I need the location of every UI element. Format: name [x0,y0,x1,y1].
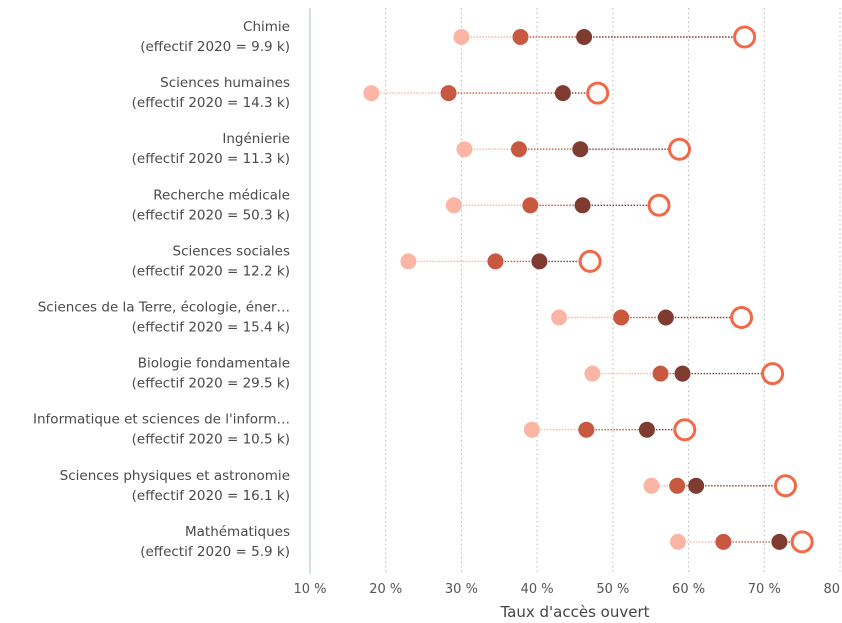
x-axis-title: Taux d'accès ouvert [499,603,649,621]
data-point-mid [512,29,529,45]
data-point-open [578,249,602,273]
data-point-dark [572,141,589,158]
data-point-mid [510,141,527,158]
data-point-open [733,25,757,49]
category-label: Biologie fondamentale [138,356,290,372]
data-point-open [673,418,697,442]
category-sublabel: (effectif 2020 = 5.9 k) [140,544,290,560]
data-point-open [773,474,797,498]
data-point-light [456,141,473,158]
category-row [400,249,602,273]
category-label: Informatique et sciences de l'inform… [33,412,290,428]
data-point-open [667,137,691,161]
data-point-dark [688,477,705,494]
data-point-light [400,253,417,270]
category-sublabel: (effectif 2020 = 50.3 k) [132,207,290,223]
category-sublabel: (effectif 2020 = 11.3 k) [132,151,290,167]
data-point-light [453,29,470,45]
category-row [363,81,610,105]
data-point-light [669,533,686,550]
category-row [445,193,671,217]
x-tick-label: 60 % [672,582,705,597]
data-point-open [730,306,754,329]
category-row [643,474,797,498]
data-point-dark [554,85,571,102]
data-point-open [790,530,814,554]
x-tick-label: 10 % [293,582,326,597]
data-point-open [761,362,785,386]
data-point-light [445,197,462,214]
data-point-dark [638,421,655,438]
data-point-dark [574,197,591,214]
x-tick-label: 20 % [369,582,402,597]
data-point-dark [531,253,548,270]
data-point-dark [771,533,788,550]
data-point-mid [522,197,539,214]
category-label: Sciences physiques et astronomie [60,468,290,484]
data-point-mid [440,85,457,102]
category-row [523,418,697,442]
x-tick-labels: 10 % 20 % 30 % 40 % 50 % 60 % 70 % 80 % [293,582,842,597]
data-point-mid [715,533,732,550]
category-row [551,306,754,329]
category-label: Sciences de la Terre, écologie, éner… [38,300,290,316]
category-row [584,362,785,386]
category-label: Sciences humaines [160,75,290,91]
category-label: Sciences sociales [173,243,291,259]
data-point-light [523,421,540,438]
data-point-mid [613,309,630,326]
category-label: Ingénierie [222,131,290,147]
x-tick-label: 40 % [521,582,554,597]
data-point-mid [487,253,504,270]
data-point-dark [657,309,674,326]
data-point-open [586,81,610,105]
category-label: Recherche médicale [153,187,290,203]
data-point-mid [578,421,595,438]
data-point-light [363,85,380,102]
data-point-dark [674,365,691,382]
data-point-mid [669,477,686,494]
data-point-dark [576,29,593,45]
data-point-light [551,309,568,326]
data-point-light [643,477,660,494]
data-point-mid [652,365,669,382]
category-labels: Chimie (effectif 2020 = 9.9 k) Sciences hu… [33,19,290,560]
category-sublabel: (effectif 2020 = 29.5 k) [132,376,290,392]
category-sublabel: (effectif 2020 = 15.4 k) [132,320,290,336]
x-tick-label: 80 % [823,582,842,597]
category-sublabel: (effectif 2020 = 14.3 k) [132,95,290,111]
category-row [453,25,757,49]
x-tick-label: 30 % [445,582,478,597]
category-row [669,530,814,554]
category-sublabel: (effectif 2020 = 9.9 k) [140,39,290,55]
category-rows [363,25,814,554]
x-tick-label: 70 % [748,582,781,597]
category-label: Chimie [243,19,290,35]
category-sublabel: (effectif 2020 = 16.1 k) [132,488,290,504]
data-point-light [584,365,601,382]
category-sublabel: (effectif 2020 = 12.2 k) [132,263,290,279]
category-row [456,137,691,161]
data-point-open [647,193,671,217]
category-sublabel: (effectif 2020 = 10.5 k) [132,432,290,448]
x-tick-label: 50 % [596,582,629,597]
category-label: Mathématiques [185,524,290,540]
